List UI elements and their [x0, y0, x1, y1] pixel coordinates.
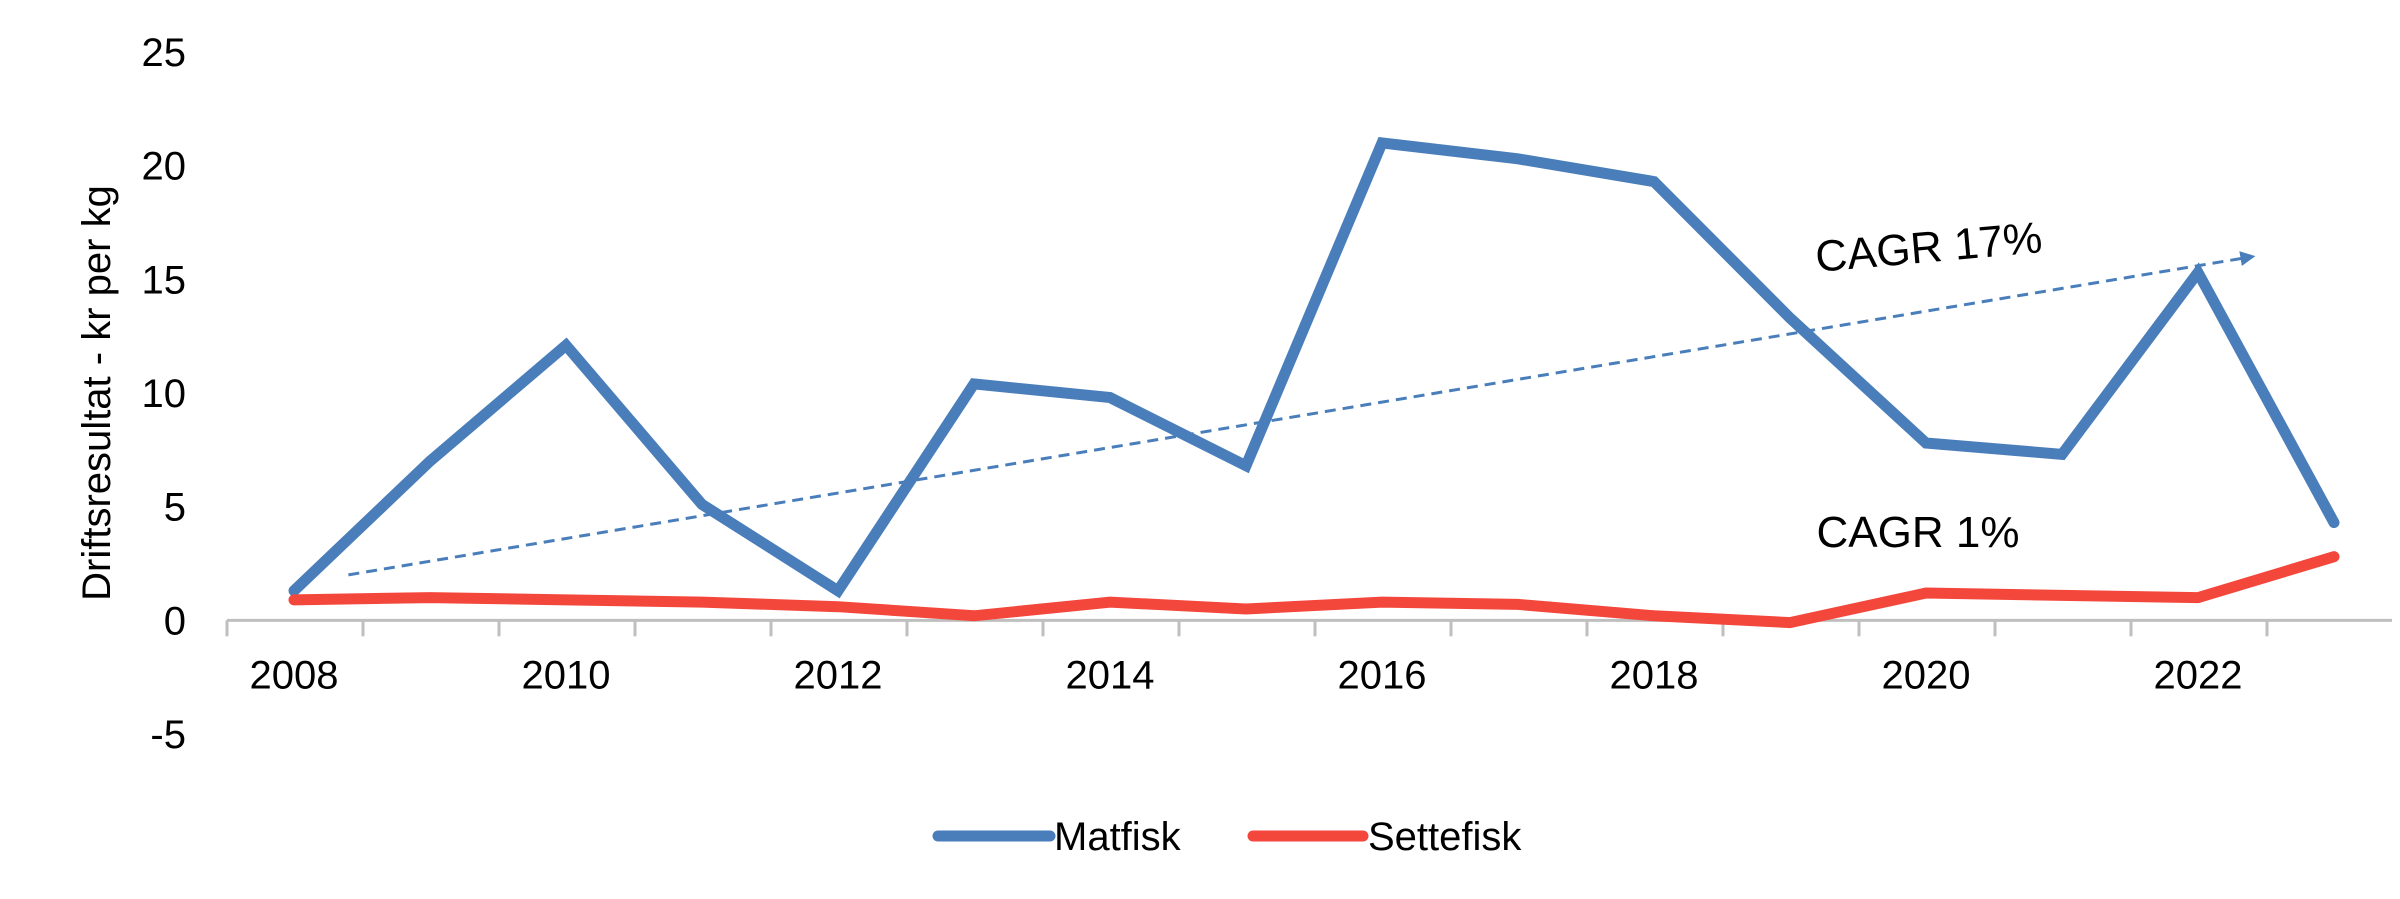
y-tick-label: 10: [142, 372, 187, 416]
x-tick-label: 2020: [1882, 653, 1971, 697]
trendline-matfisk: [348, 251, 2256, 577]
x-tick-label: 2012: [794, 653, 883, 697]
y-axis-title: Driftsresultat - kr per kg: [75, 185, 119, 601]
y-tick-label: 20: [142, 145, 187, 189]
x-axis-ticks: [225, 620, 2269, 637]
x-tick-label: 2016: [1338, 653, 1427, 697]
data-point-matfisk: [1924, 441, 1928, 445]
y-tick-label: 0: [164, 599, 186, 643]
y-tick-label: 5: [164, 486, 186, 530]
legend-label-settefisk: Settefisk: [1368, 815, 1522, 859]
data-point-matfisk: [2060, 452, 2064, 456]
data-point-matfisk: [2332, 521, 2336, 525]
data-point-settefisk: [1516, 602, 1520, 606]
data-point-settefisk: [836, 605, 840, 609]
data-point-matfisk: [1788, 316, 1792, 320]
y-axis-title-group: Driftsresultat - kr per kg: [75, 185, 119, 601]
x-tick-label: 2010: [522, 653, 611, 697]
y-tick-label: 25: [142, 31, 187, 75]
data-point-matfisk: [292, 589, 296, 593]
data-point-settefisk: [292, 598, 296, 602]
x-tick-label: 2008: [250, 653, 339, 697]
data-point-matfisk: [2196, 271, 2200, 275]
y-tick-label: -5: [150, 713, 186, 757]
data-point-matfisk: [972, 382, 976, 386]
annotation-cagr-matfisk: CAGR 17%: [1813, 213, 2044, 282]
annotation-cagr-settefisk: CAGR 1%: [1817, 508, 2020, 557]
series-group: [288, 136, 2340, 629]
data-point-settefisk: [1380, 600, 1384, 604]
data-point-settefisk: [700, 600, 704, 604]
data-point-settefisk: [1244, 607, 1248, 611]
data-point-matfisk: [1244, 464, 1248, 468]
legend-label-matfisk: Matfisk: [1054, 815, 1182, 859]
y-tick-labels: -5 0 5 10 15 20 25: [142, 31, 187, 757]
x-tick-label: 2014: [1066, 653, 1155, 697]
x-tick-label: 2018: [1610, 653, 1699, 697]
data-point-matfisk: [1108, 396, 1112, 400]
data-point-matfisk: [836, 589, 840, 593]
x-tick-labels: 2008 2010 2012 2014 2016 2018 2020 2022: [250, 653, 2243, 697]
data-point-matfisk: [1516, 157, 1520, 161]
data-point-settefisk: [972, 614, 976, 618]
data-point-settefisk: [2332, 555, 2336, 559]
x-tick-label: 2022: [2154, 653, 2243, 697]
data-point-matfisk: [428, 459, 432, 463]
y-tick-label: 15: [142, 258, 187, 302]
series-line-matfisk: [288, 136, 2340, 599]
data-point-settefisk: [2196, 596, 2200, 600]
data-point-matfisk: [564, 343, 568, 347]
data-point-settefisk: [1652, 614, 1656, 618]
data-point-settefisk: [1788, 621, 1792, 625]
data-point-matfisk: [1652, 180, 1656, 184]
data-point-matfisk: [1380, 141, 1384, 145]
data-point-settefisk: [1924, 591, 1928, 595]
data-point-matfisk: [700, 502, 704, 506]
data-point-settefisk: [428, 596, 432, 600]
data-point-settefisk: [1108, 600, 1112, 604]
data-point-settefisk: [564, 598, 568, 602]
data-point-settefisk: [2060, 593, 2064, 597]
series-line-settefisk: [288, 551, 2340, 629]
legend: Matfisk Settefisk: [932, 815, 1522, 859]
